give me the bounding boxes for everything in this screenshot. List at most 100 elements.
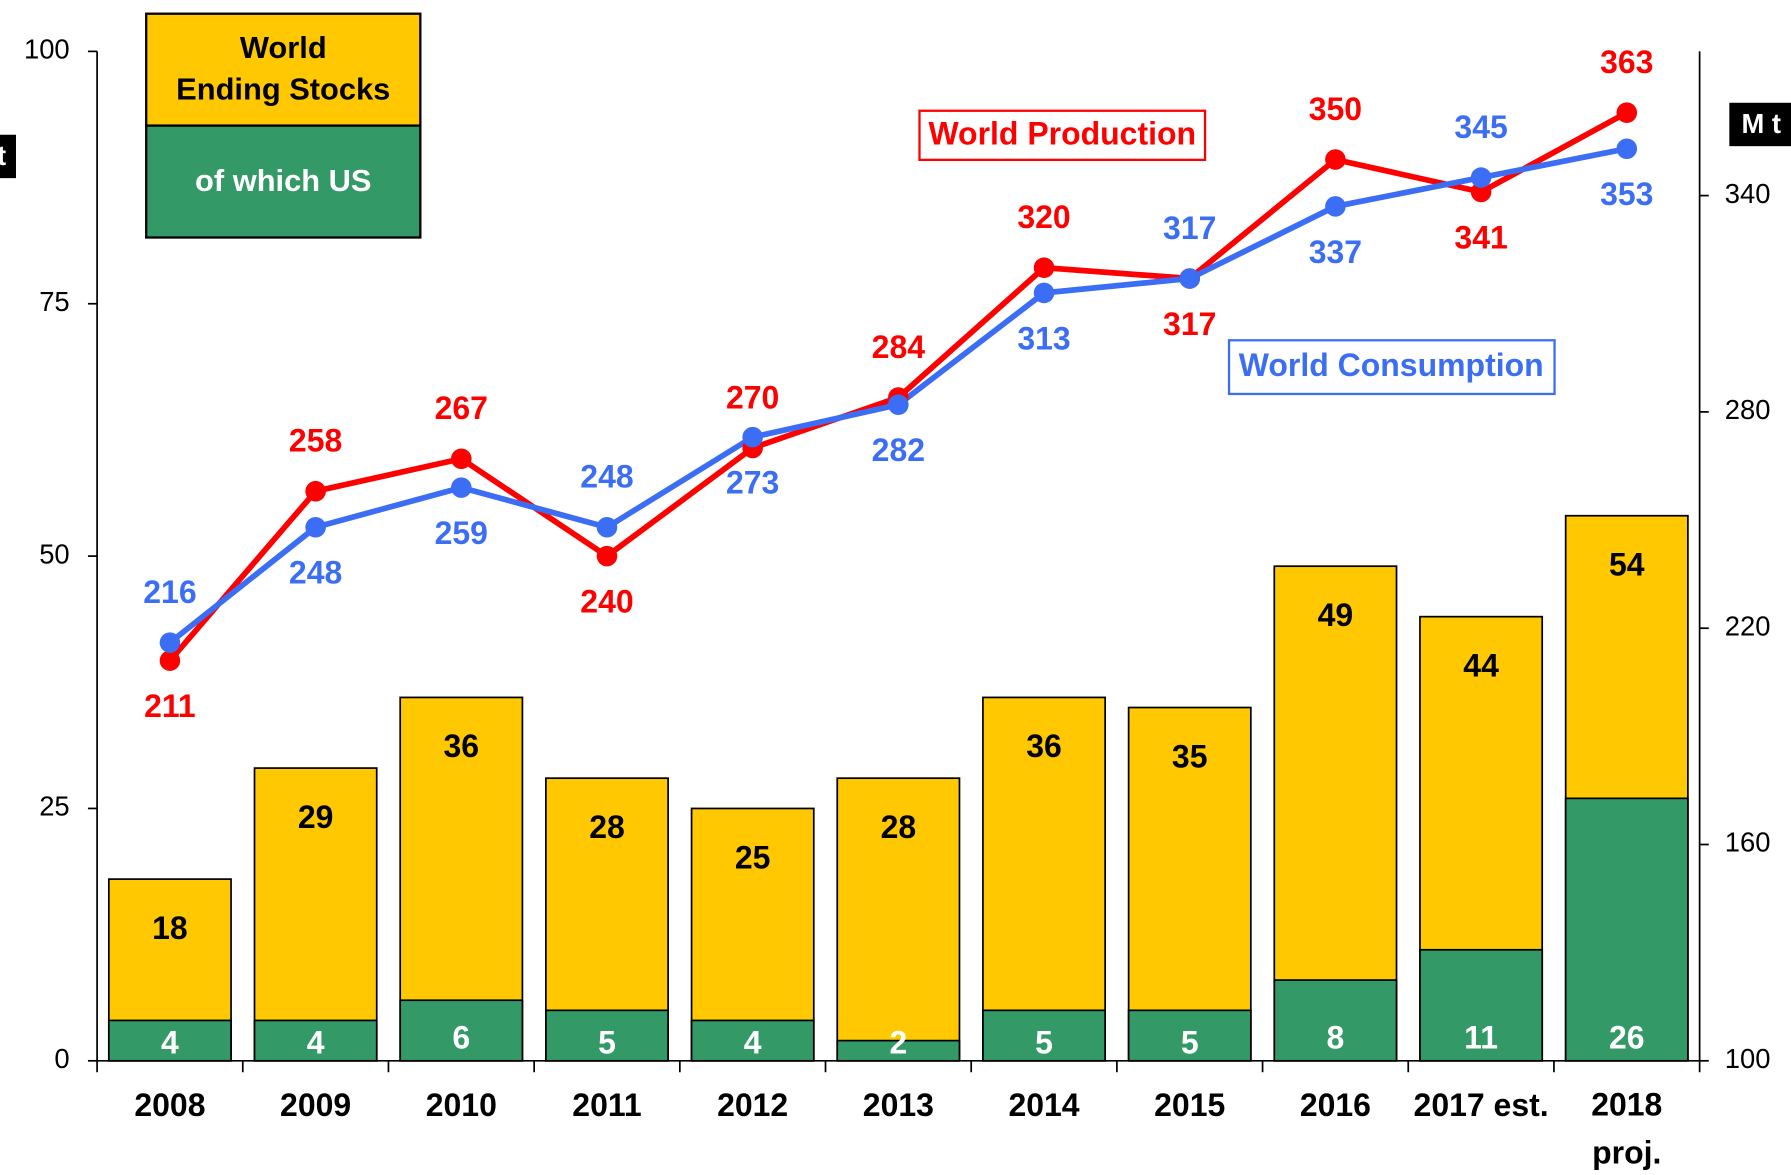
bar-label: 54 — [1609, 547, 1645, 583]
legend-label: of which US — [195, 163, 371, 198]
line-label: 320 — [1017, 199, 1070, 235]
y2-tick-label: 280 — [1725, 394, 1771, 425]
bar-label: 26 — [1609, 1020, 1645, 1056]
line-label: 341 — [1454, 219, 1507, 255]
bar-label: 36 — [1026, 728, 1062, 764]
line-label: 350 — [1309, 91, 1362, 127]
bar-label: 36 — [444, 728, 480, 764]
bar-label: 6 — [452, 1020, 470, 1056]
bar-label: 18 — [152, 910, 188, 946]
line-label: 240 — [580, 583, 633, 619]
point — [451, 448, 472, 470]
line-label: 337 — [1309, 234, 1362, 270]
bar-label: 11 — [1464, 1020, 1498, 1056]
bar — [1127, 706, 1252, 1062]
point — [1616, 102, 1638, 123]
bar — [107, 1019, 232, 1062]
line-label: 363 — [1600, 44, 1653, 80]
line-label: 317 — [1163, 306, 1216, 342]
y2-label-box — [1729, 102, 1791, 147]
legend-label: World Production — [928, 115, 1196, 151]
y-tick-label: 0 — [54, 1043, 69, 1074]
point — [159, 632, 181, 653]
line-label: 270 — [726, 379, 779, 415]
y-tick-label: 25 — [39, 791, 69, 822]
point — [305, 480, 326, 502]
bar-label: 29 — [298, 799, 334, 835]
line-label: 353 — [1600, 176, 1653, 212]
bar-label: 44 — [1463, 647, 1499, 683]
y-tick-label: 75 — [39, 286, 69, 317]
line-label: 273 — [726, 465, 779, 501]
line-label: 313 — [1017, 320, 1070, 356]
bar — [253, 1019, 378, 1062]
x-tick-label: 2015 — [1154, 1087, 1225, 1123]
bar-label: 8 — [1327, 1020, 1345, 1056]
bar — [982, 696, 1107, 1062]
y-label-box — [0, 134, 16, 179]
bar — [690, 1019, 815, 1062]
point — [451, 477, 472, 498]
bar — [836, 777, 961, 1062]
bar — [1273, 979, 1398, 1062]
point — [596, 545, 618, 567]
bar-label: 5 — [1035, 1024, 1053, 1060]
point — [742, 426, 763, 448]
bar — [982, 1009, 1107, 1062]
bar — [1273, 565, 1398, 1062]
line-label: 284 — [872, 329, 926, 365]
line-label: 317 — [1163, 210, 1216, 246]
line-label: 248 — [580, 459, 633, 495]
x-tick-label: 2009 — [280, 1087, 351, 1123]
x-tick-label: 2016 — [1300, 1087, 1371, 1123]
bar-label: 4 — [307, 1024, 325, 1060]
point — [596, 516, 618, 538]
bar-label: 5 — [1181, 1024, 1199, 1060]
point — [1033, 282, 1055, 304]
y2-label: M t — [1742, 108, 1782, 139]
x-tick-label: 2018 proj. — [1591, 1087, 1662, 1171]
legend-label: World Consumption — [1239, 347, 1544, 383]
line-label: 267 — [435, 390, 488, 426]
y2-tick-label: 100 — [1725, 1043, 1771, 1074]
bar-label: 2 — [889, 1024, 907, 1060]
y-tick-label: 50 — [39, 538, 69, 569]
bar — [545, 1009, 669, 1062]
bar-label: 35 — [1172, 738, 1208, 774]
point — [1325, 149, 1346, 170]
point — [1033, 257, 1055, 278]
x-tick-label: 2013 — [863, 1087, 934, 1123]
point — [305, 516, 326, 538]
bar — [1419, 948, 1544, 1062]
y2-tick-label: 160 — [1725, 827, 1771, 858]
point — [1325, 196, 1346, 217]
x-tick-label: 2010 — [426, 1087, 497, 1123]
line-label: 282 — [872, 432, 925, 468]
bar-label: 25 — [735, 839, 771, 875]
line-label: 259 — [435, 515, 488, 551]
bar — [1127, 1009, 1252, 1062]
bar-label: 49 — [1318, 597, 1354, 633]
y2-tick-label: 220 — [1725, 610, 1771, 641]
point — [888, 394, 909, 415]
bar-label: 4 — [744, 1024, 762, 1060]
x-tick-label: 2017 est. — [1414, 1087, 1549, 1123]
x-tick-label: 2012 — [717, 1087, 788, 1123]
point — [1616, 138, 1638, 159]
bar-label: 28 — [881, 809, 917, 845]
legend-box — [918, 109, 1207, 162]
bar-label: 28 — [589, 809, 625, 845]
line-label: 216 — [143, 574, 196, 610]
bar-label: 5 — [598, 1024, 616, 1060]
point — [1179, 268, 1201, 289]
point — [1470, 181, 1492, 203]
point — [1470, 167, 1492, 188]
x-tick-label: 2011 — [572, 1087, 641, 1123]
line-label: 258 — [289, 423, 342, 459]
bar-label: 4 — [161, 1024, 179, 1060]
bar — [253, 767, 378, 1062]
bar — [1564, 797, 1689, 1062]
legend-box — [145, 124, 422, 239]
x-tick-label: 2008 — [134, 1087, 205, 1123]
